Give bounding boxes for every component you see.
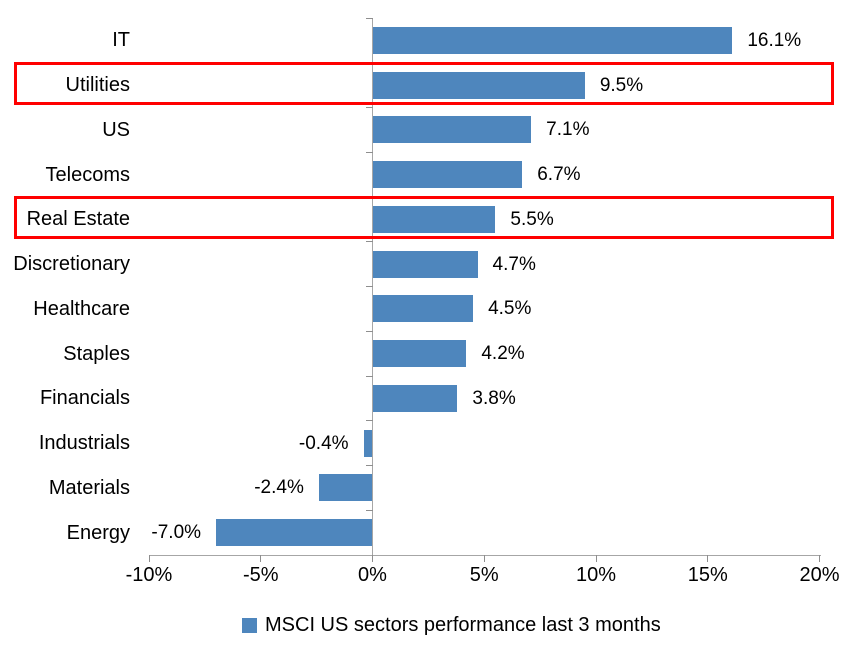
bar-us: [372, 116, 532, 144]
category-label-discretionary: Discretionary: [13, 253, 130, 276]
x-tick-label: 15%: [687, 564, 728, 586]
category-label-industrials: Industrials: [38, 432, 130, 455]
category-label-telecoms: Telecoms: [45, 163, 130, 186]
value-label-healthcare: 4.5%: [488, 298, 532, 320]
value-axis-tick: [819, 555, 820, 562]
value-axis-tick: [707, 555, 709, 562]
category-label-healthcare: Healthcare: [33, 297, 130, 320]
category-axis-tick: [365, 107, 373, 108]
value-label-staples: 4.2%: [481, 343, 525, 365]
bar-healthcare: [372, 295, 474, 323]
bar-telecoms: [372, 161, 523, 189]
category-axis-tick: [365, 151, 373, 153]
bar-real-estate: [372, 205, 496, 233]
legend: MSCI US sectors performance last 3 month…: [242, 612, 661, 638]
bar-staples: [372, 340, 467, 368]
value-axis-line: [149, 555, 821, 556]
category-label-real-estate: Real Estate: [26, 208, 130, 231]
category-label-financials: Financials: [39, 387, 130, 410]
value-label-it: 16.1%: [747, 29, 802, 51]
legend-label: MSCI US sectors performance last 3 month…: [265, 614, 661, 636]
x-tick-label: -5%: [242, 564, 279, 586]
legend-marker-icon: [242, 617, 257, 633]
value-axis-tick: [595, 555, 597, 562]
value-axis-tick: [372, 555, 373, 562]
x-tick-label: 5%: [469, 564, 499, 586]
category-label-staples: Staples: [63, 342, 130, 365]
bar-materials: [318, 474, 373, 502]
category-axis-tick: [365, 241, 373, 243]
bar-it: [372, 26, 733, 54]
bar-financials: [372, 384, 458, 412]
value-axis-tick: [483, 555, 485, 562]
category-label-us: US: [102, 118, 130, 141]
value-label-energy: -7.0%: [151, 522, 202, 544]
category-label-utilities: Utilities: [65, 74, 130, 97]
category-axis-tick: [365, 62, 373, 64]
value-label-us: 7.1%: [546, 119, 590, 141]
category-label-it: IT: [112, 29, 130, 52]
bar-discretionary: [372, 250, 478, 278]
bar-energy: [216, 519, 373, 547]
value-label-financials: 3.8%: [472, 387, 516, 409]
category-label-materials: Materials: [48, 476, 130, 499]
category-axis-tick: [365, 286, 373, 287]
category-axis-tick: [365, 196, 373, 198]
category-axis-tick: [365, 420, 373, 422]
x-tick-label: 0%: [358, 564, 387, 586]
value-axis-tick: [260, 555, 262, 562]
category-axis-tick: [365, 465, 373, 466]
category-axis-tick: [365, 17, 373, 19]
value-label-real-estate: 5.5%: [510, 208, 554, 230]
x-tick-label: 10%: [575, 564, 617, 586]
category-axis-line: [372, 18, 373, 555]
value-axis-tick: [148, 555, 150, 562]
bar-industrials: [363, 429, 373, 457]
category-label-energy: Energy: [66, 521, 130, 544]
bar-utilities: [372, 71, 585, 99]
category-axis-tick: [365, 375, 373, 377]
value-label-industrials: -0.4%: [298, 432, 349, 454]
value-label-utilities: 9.5%: [599, 74, 644, 96]
x-tick-label: -10%: [125, 564, 173, 586]
category-axis-tick: [365, 509, 373, 511]
value-label-discretionary: 4.7%: [492, 253, 536, 275]
value-label-materials: -2.4%: [254, 477, 304, 499]
category-axis-tick: [365, 330, 373, 332]
x-tick-label: 20%: [799, 564, 840, 586]
value-label-telecoms: 6.7%: [537, 164, 581, 186]
